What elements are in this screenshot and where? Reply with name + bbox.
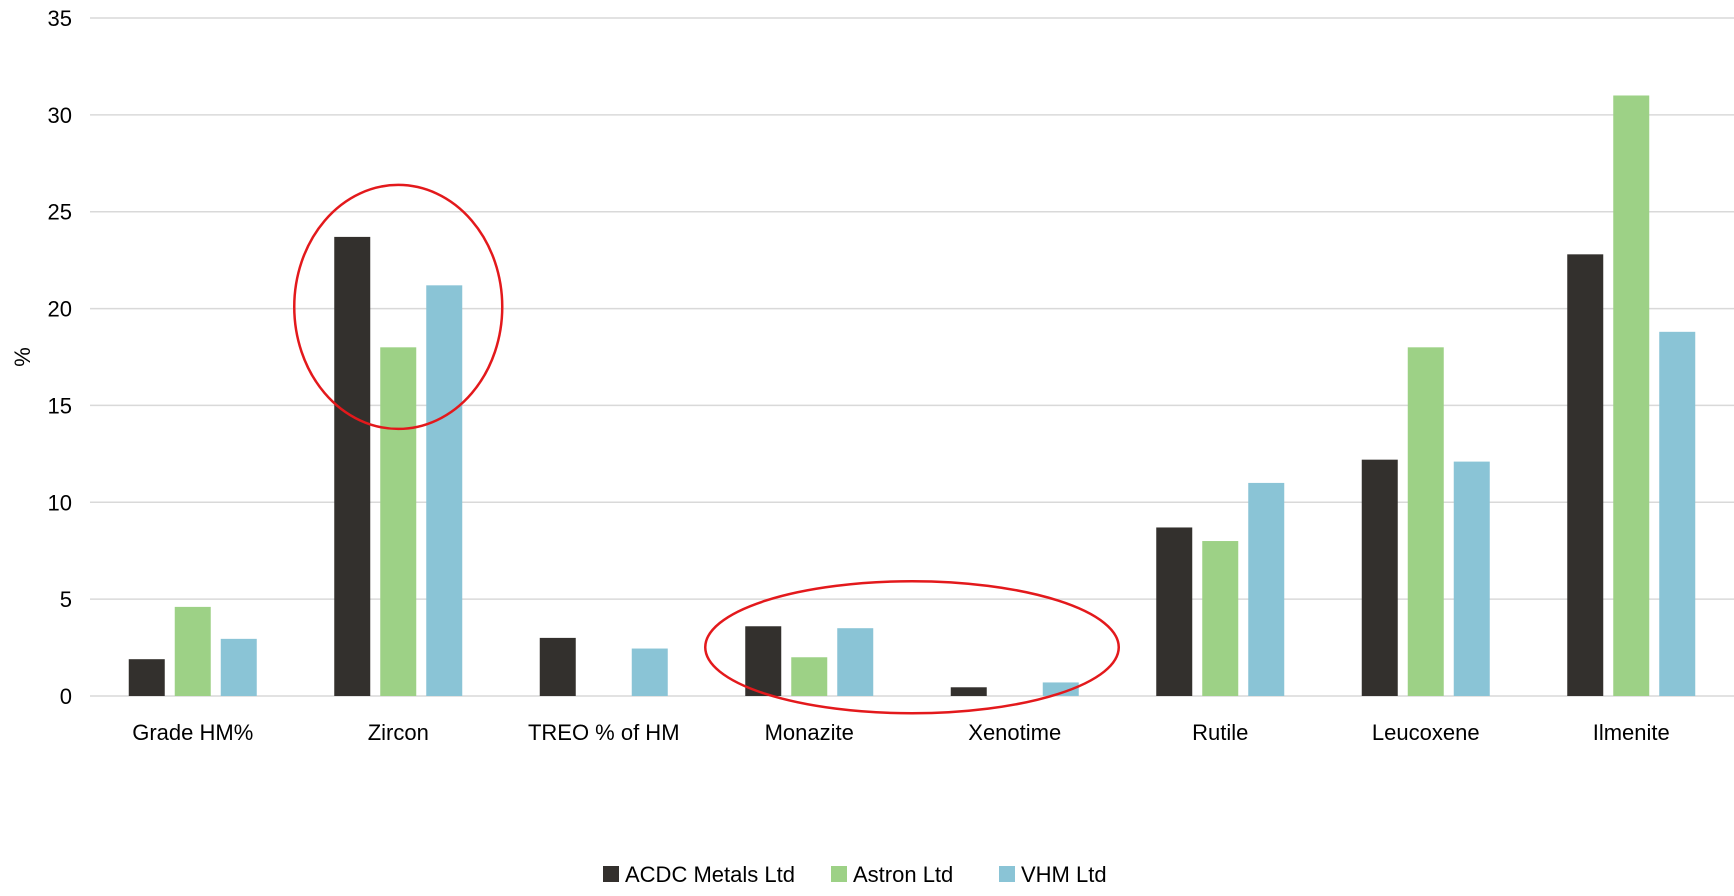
- x-tick-label: Grade HM%: [132, 720, 253, 745]
- y-tick-label: 35: [48, 6, 72, 31]
- y-tick-label: 0: [60, 684, 72, 709]
- legend-label: Astron Ltd: [853, 862, 953, 887]
- bar: [128, 659, 165, 696]
- y-axis-title: %: [10, 347, 35, 367]
- x-tick-label: Leucoxene: [1372, 720, 1480, 745]
- legend-swatch: [999, 866, 1015, 882]
- x-tick-label: TREO % of HM: [528, 720, 680, 745]
- bar: [174, 606, 211, 696]
- bar: [1361, 459, 1398, 696]
- y-tick-label: 30: [48, 103, 72, 128]
- bars: [128, 95, 1696, 696]
- legend: ACDC Metals Ltd Astron Ltd VHM Ltd: [603, 862, 1107, 887]
- x-tick-label: Zircon: [368, 720, 429, 745]
- bar: [1156, 527, 1193, 696]
- y-tick-label: 20: [48, 297, 72, 322]
- bar: [1453, 461, 1490, 696]
- annotations: [293, 183, 1120, 715]
- y-tick-label: 25: [48, 200, 72, 225]
- bar: [220, 638, 257, 696]
- bar: [837, 628, 874, 696]
- bar: [1202, 541, 1239, 696]
- legend-label: ACDC Metals Ltd: [625, 862, 795, 887]
- bar: [1613, 95, 1650, 696]
- legend-label: VHM Ltd: [1021, 862, 1107, 887]
- bar: [1407, 347, 1444, 696]
- bar: [426, 285, 463, 696]
- bar: [745, 626, 782, 696]
- x-tick-label: Xenotime: [968, 720, 1061, 745]
- bar: [380, 347, 417, 696]
- bar: [631, 648, 668, 696]
- bar: [950, 687, 987, 696]
- bar: [1659, 331, 1696, 696]
- x-tick-label: Rutile: [1192, 720, 1248, 745]
- bar: [791, 657, 828, 696]
- x-tick-label: Ilmenite: [1593, 720, 1670, 745]
- y-tick-label: 15: [48, 393, 72, 418]
- highlight-ellipse: [293, 183, 504, 431]
- bar: [1567, 254, 1604, 696]
- y-axis-ticks: 0 5 10 15 20 25 30 35: [48, 6, 72, 709]
- legend-swatch: [603, 866, 619, 882]
- highlight-ellipse: [704, 580, 1120, 715]
- x-axis-labels: Grade HM% Zircon TREO % of HM Monazite Xenot…: [132, 720, 1670, 745]
- y-tick-label: 5: [60, 587, 72, 612]
- x-tick-label: Monazite: [765, 720, 854, 745]
- bar: [539, 637, 576, 696]
- y-tick-label: 10: [48, 490, 72, 515]
- bar: [1248, 482, 1285, 696]
- bar: [1042, 682, 1079, 696]
- legend-swatch: [831, 866, 847, 882]
- bar: [334, 236, 371, 696]
